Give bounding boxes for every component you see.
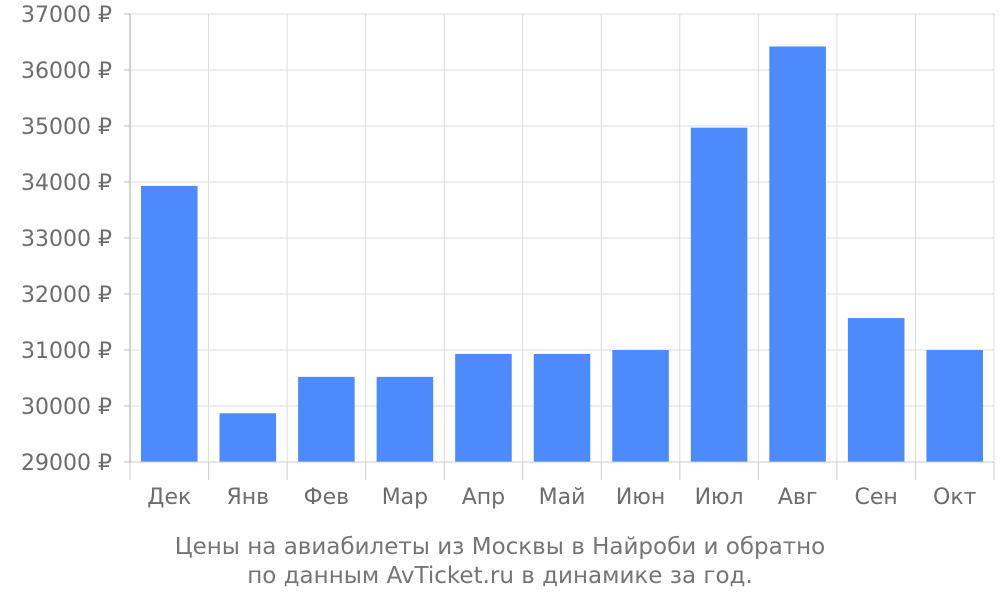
x-tick-labels: Дек Янв Фев Мар Апр Май Июн Июл Авг Сен Окт [147, 485, 976, 510]
axes [124, 13, 995, 480]
y-tick-label: 31000 ₽ [21, 339, 112, 364]
y-tick-label: 33000 ₽ [21, 227, 112, 252]
bar-Авг [769, 46, 826, 462]
bar-Апр [455, 353, 512, 462]
y-tick-label: 29000 ₽ [21, 451, 112, 476]
bar-Янв [219, 413, 277, 462]
bar-Мар [376, 376, 434, 462]
x-tick-label: Июл [695, 485, 744, 510]
x-tick-label: Апр [462, 485, 505, 510]
y-tick-label: 34000 ₽ [21, 171, 112, 196]
x-tick-label: Фев [304, 485, 349, 510]
bar-Июл [690, 127, 748, 463]
bar-Июн [612, 350, 669, 462]
chart-caption-line-1: Цены на авиабилеты из Москвы в Найроби и… [174, 534, 826, 560]
x-tick-label: Окт [933, 485, 977, 510]
x-tick-label: Дек [147, 485, 191, 510]
bar-Сен [847, 318, 905, 462]
bar-Фев [298, 376, 355, 462]
grid [129, 13, 995, 463]
bar-Окт [926, 350, 984, 462]
y-tick-label: 37000 ₽ [21, 3, 112, 28]
y-tick-labels: 29000 ₽ 30000 ₽ 31000 ₽ 32000 ₽ 33000 ₽ 34000… [21, 3, 112, 476]
y-tick-label: 30000 ₽ [21, 395, 112, 420]
bar-Май [533, 353, 591, 462]
y-tick-label: 35000 ₽ [21, 115, 112, 140]
x-tick-label: Июн [616, 485, 665, 510]
chart-caption-line-2: по данным AvTicket.ru в динамике за год. [247, 563, 753, 589]
bar-Дек [140, 185, 198, 463]
x-tick-label: Янв [226, 485, 269, 510]
x-tick-label: Сен [855, 485, 898, 510]
bars [140, 46, 984, 463]
y-tick-label: 32000 ₽ [21, 283, 112, 308]
x-tick-label: Авг [778, 485, 818, 510]
x-tick-label: Май [539, 485, 586, 510]
x-tick-label: Мар [382, 485, 428, 510]
y-tick-label: 36000 ₽ [21, 59, 112, 84]
